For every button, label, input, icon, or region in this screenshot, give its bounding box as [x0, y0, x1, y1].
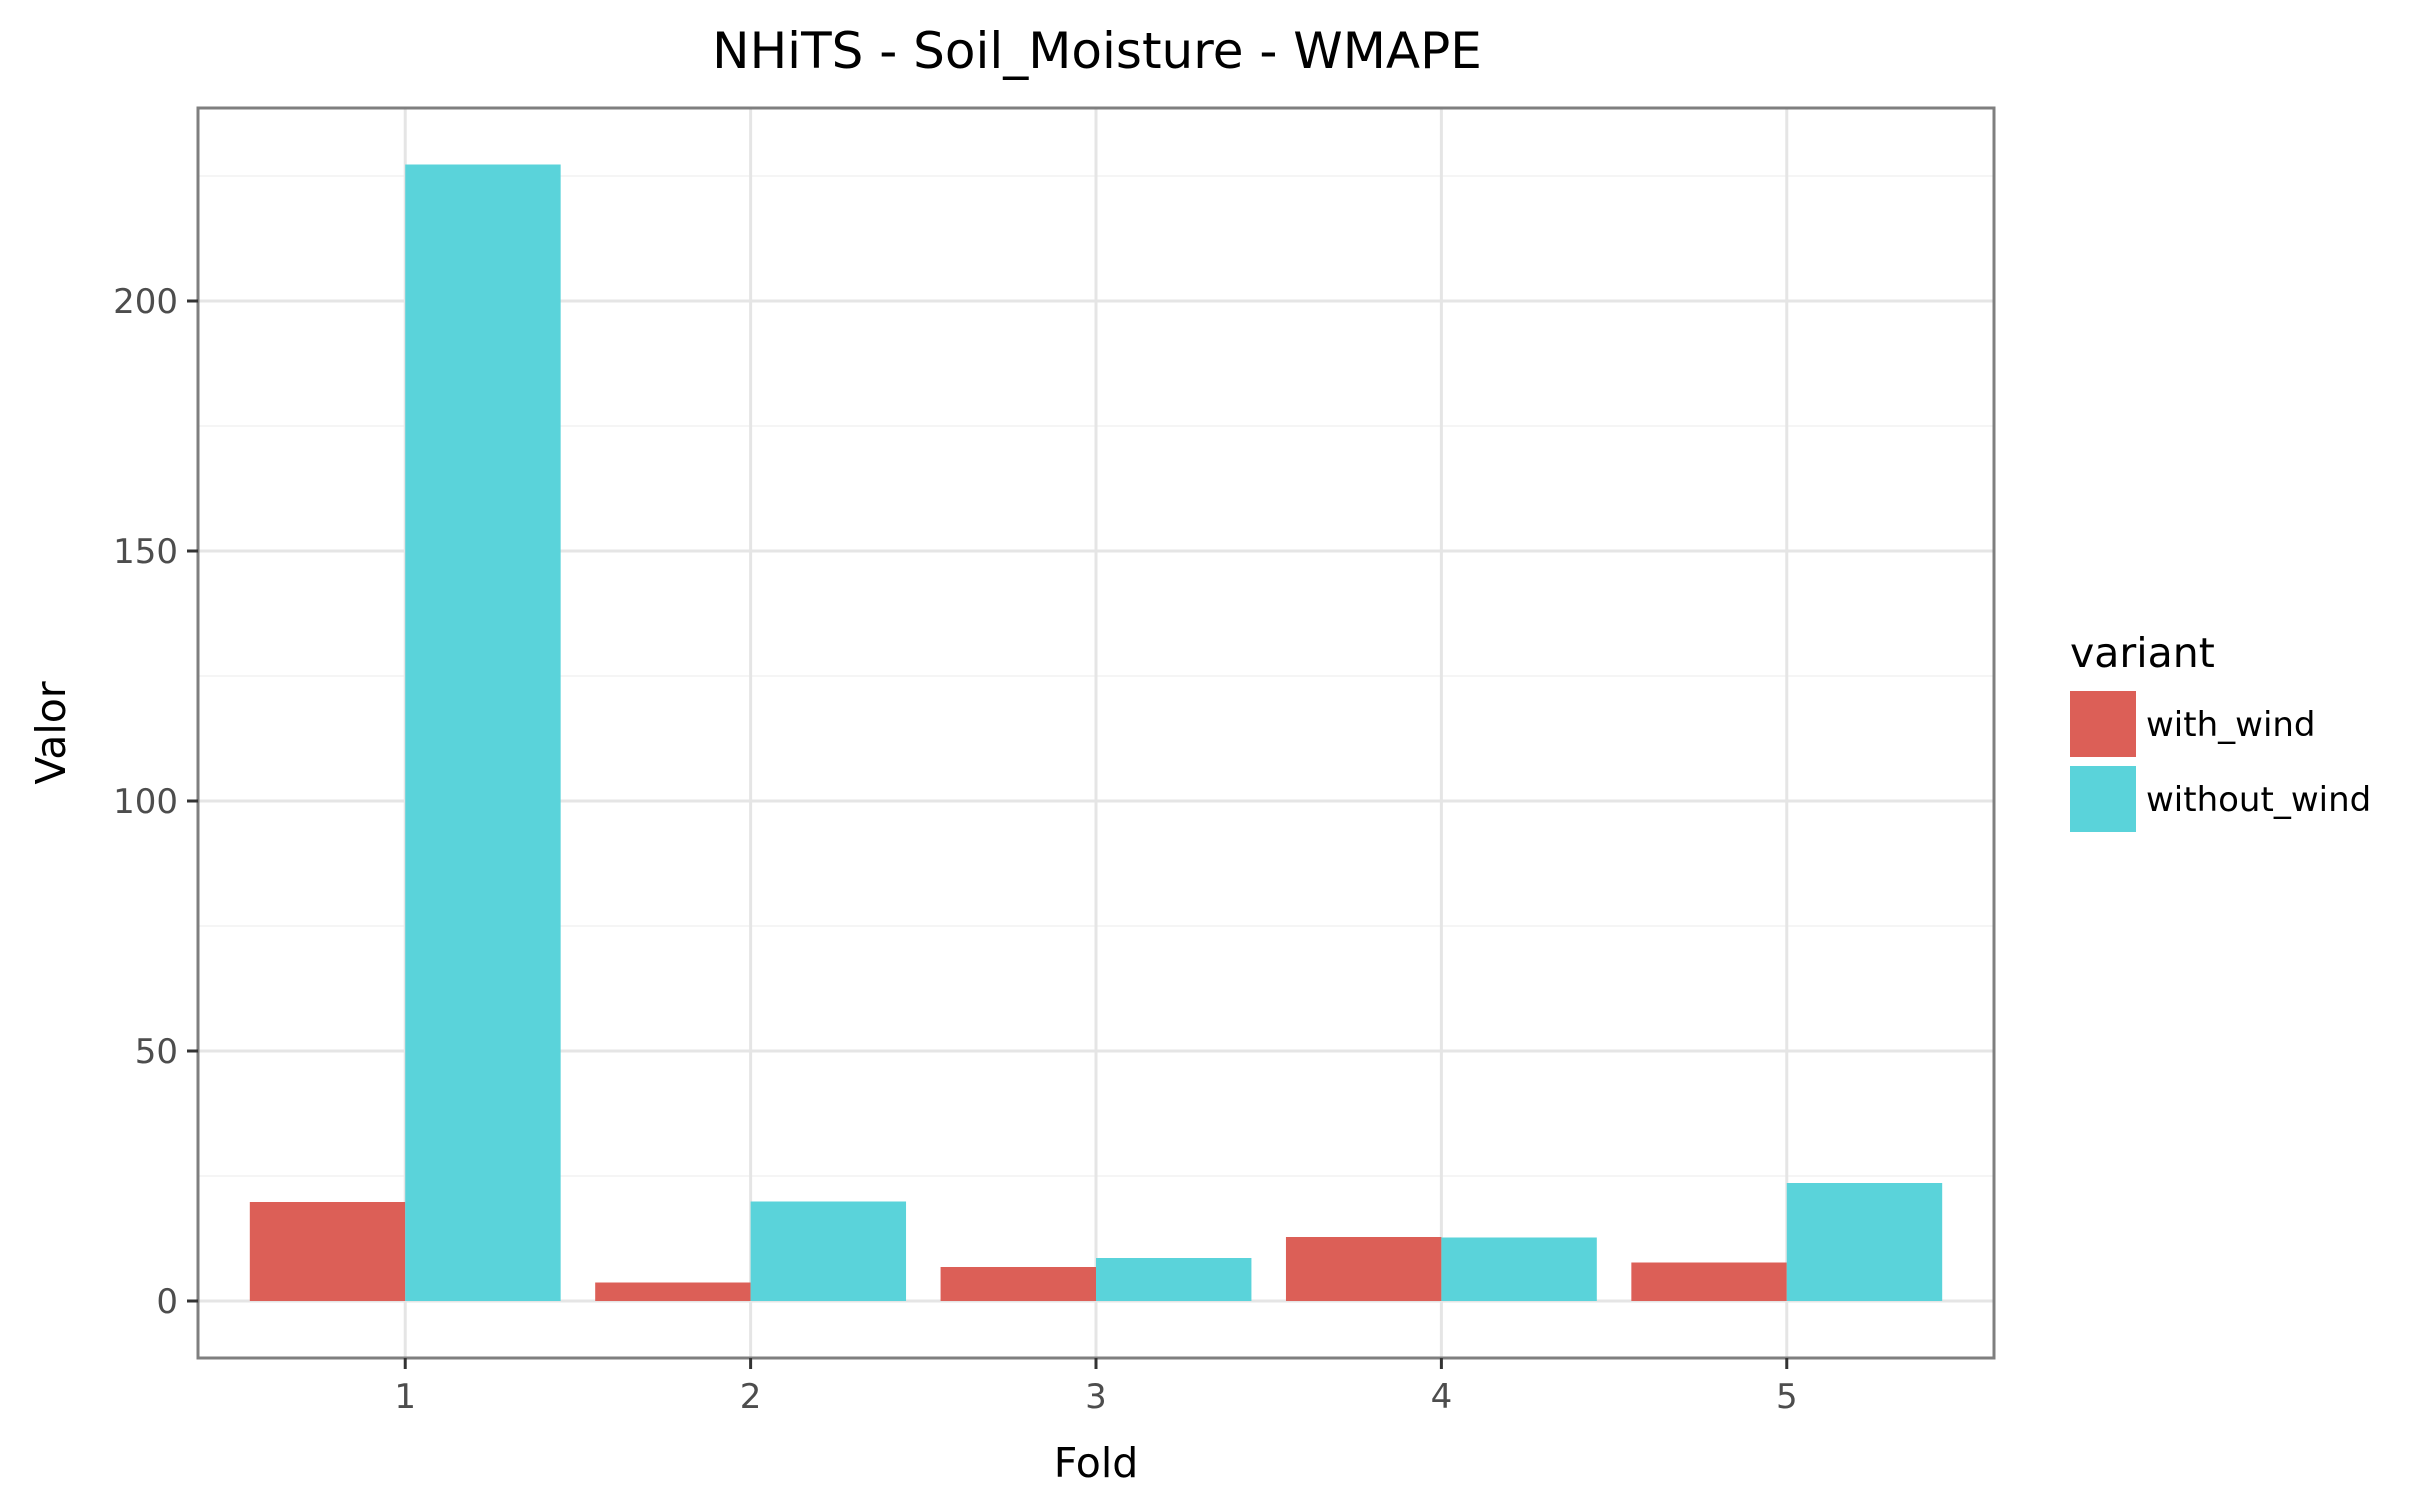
legend-key-without_wind [2070, 766, 2136, 832]
y-tick-label: 200 [113, 282, 178, 322]
y-axis: 0 50 100 150 200 [113, 282, 198, 1322]
bars [249, 164, 1943, 1301]
y-axis-title: Valor [27, 681, 75, 784]
legend: variant with_wind without_wind [2070, 629, 2371, 832]
x-axis: 1 2 3 4 5 [394, 1358, 1798, 1417]
bar-without_wind-3 [1096, 1258, 1252, 1301]
y-tick-label: 150 [113, 532, 178, 572]
y-tick-label: 50 [135, 1032, 178, 1072]
y-tick-label: 100 [113, 782, 178, 822]
y-tick-label: 0 [156, 1282, 178, 1322]
x-tick-label: 2 [740, 1377, 762, 1417]
bar-with_wind-1 [249, 1202, 406, 1301]
legend-title: variant [2070, 629, 2215, 677]
bar-with_wind-4 [1285, 1237, 1442, 1301]
bar-with_wind-3 [940, 1267, 1096, 1301]
x-tick-label: 1 [394, 1377, 416, 1417]
bar-with_wind-5 [1631, 1262, 1787, 1301]
legend-key-with_wind [2070, 691, 2136, 757]
x-tick-label: 4 [1431, 1377, 1453, 1417]
x-tick-label: 5 [1776, 1377, 1798, 1417]
legend-items: with_wind without_wind [2070, 691, 2371, 832]
legend-label-without_wind: without_wind [2146, 780, 2371, 820]
x-tick-label: 3 [1085, 1377, 1107, 1417]
bar-without_wind-1 [405, 164, 561, 1301]
bar-without_wind-4 [1441, 1237, 1597, 1301]
x-axis-title: Fold [1054, 1439, 1139, 1487]
bar-without_wind-2 [750, 1201, 907, 1301]
chart-title: NHiTS - Soil_Moisture - WMAPE [712, 22, 1482, 80]
legend-label-with_wind: with_wind [2146, 705, 2316, 745]
bar-without_wind-5 [1786, 1183, 1943, 1301]
bar-with_wind-2 [595, 1282, 751, 1301]
